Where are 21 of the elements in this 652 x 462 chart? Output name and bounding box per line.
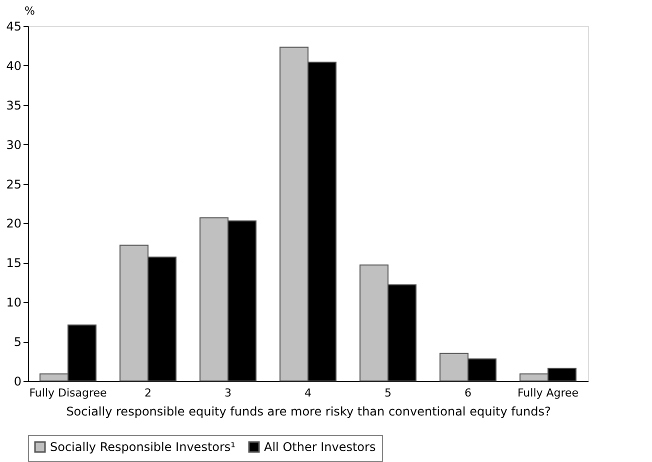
- legend-label: All Other Investors: [264, 440, 376, 454]
- x-tick-label: 4: [304, 386, 312, 400]
- y-tick-label: 0: [14, 374, 22, 388]
- y-tick-label: 20: [6, 216, 22, 231]
- y-tick-label: 15: [6, 256, 22, 270]
- x-tick-label: 5: [384, 386, 392, 400]
- y-tick-label: 30: [6, 138, 22, 152]
- y-tick-label: 35: [6, 98, 22, 112]
- x-tick-label: 2: [144, 386, 152, 400]
- y-tick-label: 25: [6, 177, 22, 192]
- x-axis-title: Socially responsible equity funds are more risky than conventional equity funds?: [66, 404, 551, 418]
- y-tick-label: 5: [14, 335, 22, 350]
- y-axis-title: %: [24, 4, 35, 18]
- y-tick-label: 10: [6, 296, 22, 310]
- y-tick-label: 45: [6, 20, 22, 34]
- x-tick-label: 3: [224, 386, 232, 400]
- x-tick-label: 6: [464, 386, 472, 400]
- y-tick-label: 40: [6, 58, 22, 73]
- legend-label: Socially Responsible Investors¹: [50, 440, 236, 454]
- x-tick-label: Fully Agree: [517, 386, 579, 400]
- x-tick-label: Fully Disagree: [29, 386, 108, 400]
